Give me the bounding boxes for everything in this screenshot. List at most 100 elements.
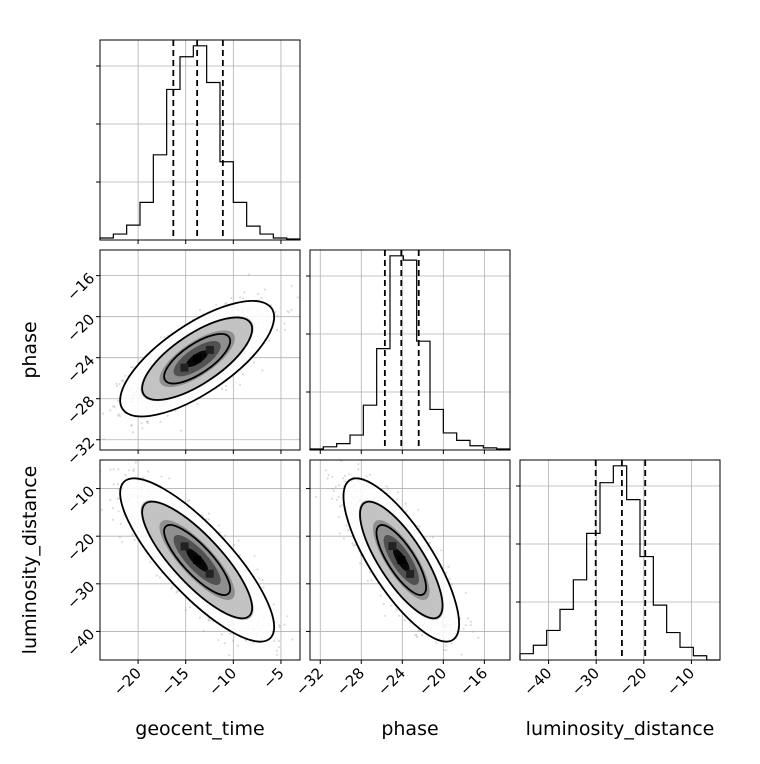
scatter-point — [217, 639, 219, 641]
scatter-point — [199, 309, 201, 311]
scatter-point — [390, 604, 392, 606]
scatter-point — [119, 383, 121, 385]
scatter-point — [91, 486, 93, 488]
scatter-point — [132, 431, 134, 433]
scatter-point — [199, 617, 201, 619]
density-peak — [206, 570, 214, 578]
scatter-point — [101, 509, 103, 511]
scatter-point — [248, 273, 250, 275]
scatter-point — [263, 586, 265, 588]
scatter-point — [256, 568, 258, 570]
scatter-point — [380, 595, 382, 597]
scatter-point — [232, 640, 234, 642]
scatter-point — [472, 631, 474, 633]
scatter-point — [130, 425, 132, 427]
scatter-point — [225, 389, 227, 391]
scatter-point — [278, 640, 280, 642]
scatter-point — [160, 336, 162, 338]
scatter-point — [128, 469, 130, 471]
scatter-point — [233, 544, 235, 546]
scatter-point — [398, 615, 400, 617]
scatter-point — [119, 536, 121, 538]
density-peak — [180, 364, 188, 372]
scatter-point — [160, 476, 162, 478]
scatter-point — [461, 654, 463, 656]
scatter-point — [242, 297, 244, 299]
scatter-point — [261, 579, 263, 581]
scatter-point — [331, 498, 333, 500]
scatter-point — [187, 500, 189, 502]
scatter-point — [229, 633, 231, 635]
scatter-point — [291, 638, 293, 640]
scatter-point — [278, 626, 280, 628]
scatter-point — [257, 293, 259, 295]
scatter-point — [417, 509, 419, 511]
scatter-point — [438, 662, 440, 664]
scatter-point — [117, 483, 119, 485]
scatter-point — [448, 566, 450, 568]
scatter-point — [451, 583, 453, 585]
scatter-point — [397, 491, 399, 493]
scatter-point — [159, 421, 161, 423]
scatter-point — [95, 462, 97, 464]
scatter-point — [159, 576, 161, 578]
scatter-point — [209, 619, 211, 621]
scatter-point — [447, 667, 449, 669]
scatter-point — [275, 311, 277, 313]
scatter-point — [443, 649, 445, 651]
scatter-point — [337, 496, 339, 498]
scatter-point — [325, 469, 327, 471]
scatter-point — [283, 323, 285, 325]
scatter-point — [116, 385, 118, 387]
scatter-point — [147, 471, 149, 473]
scatter-point — [242, 373, 244, 375]
scatter-point — [370, 579, 372, 581]
scatter-point — [470, 624, 472, 626]
scatter-point — [339, 505, 341, 507]
scatter-point — [444, 644, 446, 646]
scatter-point — [131, 534, 133, 536]
scatter-point — [273, 603, 275, 605]
scatter-point — [297, 296, 299, 298]
scatter-point — [284, 329, 286, 331]
scatter-point — [180, 429, 182, 431]
scatter-point — [286, 310, 288, 312]
scatter-point — [278, 624, 280, 626]
scatter-point — [276, 650, 278, 652]
scatter-point — [121, 541, 123, 543]
scatter-point — [208, 518, 210, 520]
scatter-point — [124, 474, 126, 476]
scatter-point — [120, 523, 122, 525]
scatter-point — [132, 366, 134, 368]
scatter-point — [339, 532, 341, 534]
scatter-point — [352, 544, 354, 546]
scatter-point — [341, 452, 343, 454]
scatter-point — [117, 510, 119, 512]
scatter-point — [245, 640, 247, 642]
scatter-point — [117, 415, 119, 417]
scatter-point — [221, 388, 223, 390]
scatter-point — [218, 525, 220, 527]
scatter-point — [119, 415, 121, 417]
scatter-point — [156, 575, 158, 577]
scatter-point — [328, 474, 330, 476]
scatter-point — [239, 296, 241, 298]
scatter-point — [117, 468, 119, 470]
scatter-point — [395, 609, 397, 611]
scatter-point — [124, 375, 126, 377]
scatter-point — [258, 577, 260, 579]
scatter-point — [277, 315, 279, 317]
scatter-point — [283, 624, 285, 626]
scatter-point — [352, 542, 354, 544]
scatter-point — [122, 379, 124, 381]
scatter-point — [445, 571, 447, 573]
scatter-point — [149, 561, 151, 563]
scatter-point — [273, 640, 275, 642]
scatter-point — [445, 649, 447, 651]
scatter-point — [276, 654, 278, 656]
density-peak — [206, 346, 214, 354]
scatter-point — [221, 633, 223, 635]
scatter-point — [225, 385, 227, 387]
joint-phase-luminosity_distance — [315, 430, 479, 674]
